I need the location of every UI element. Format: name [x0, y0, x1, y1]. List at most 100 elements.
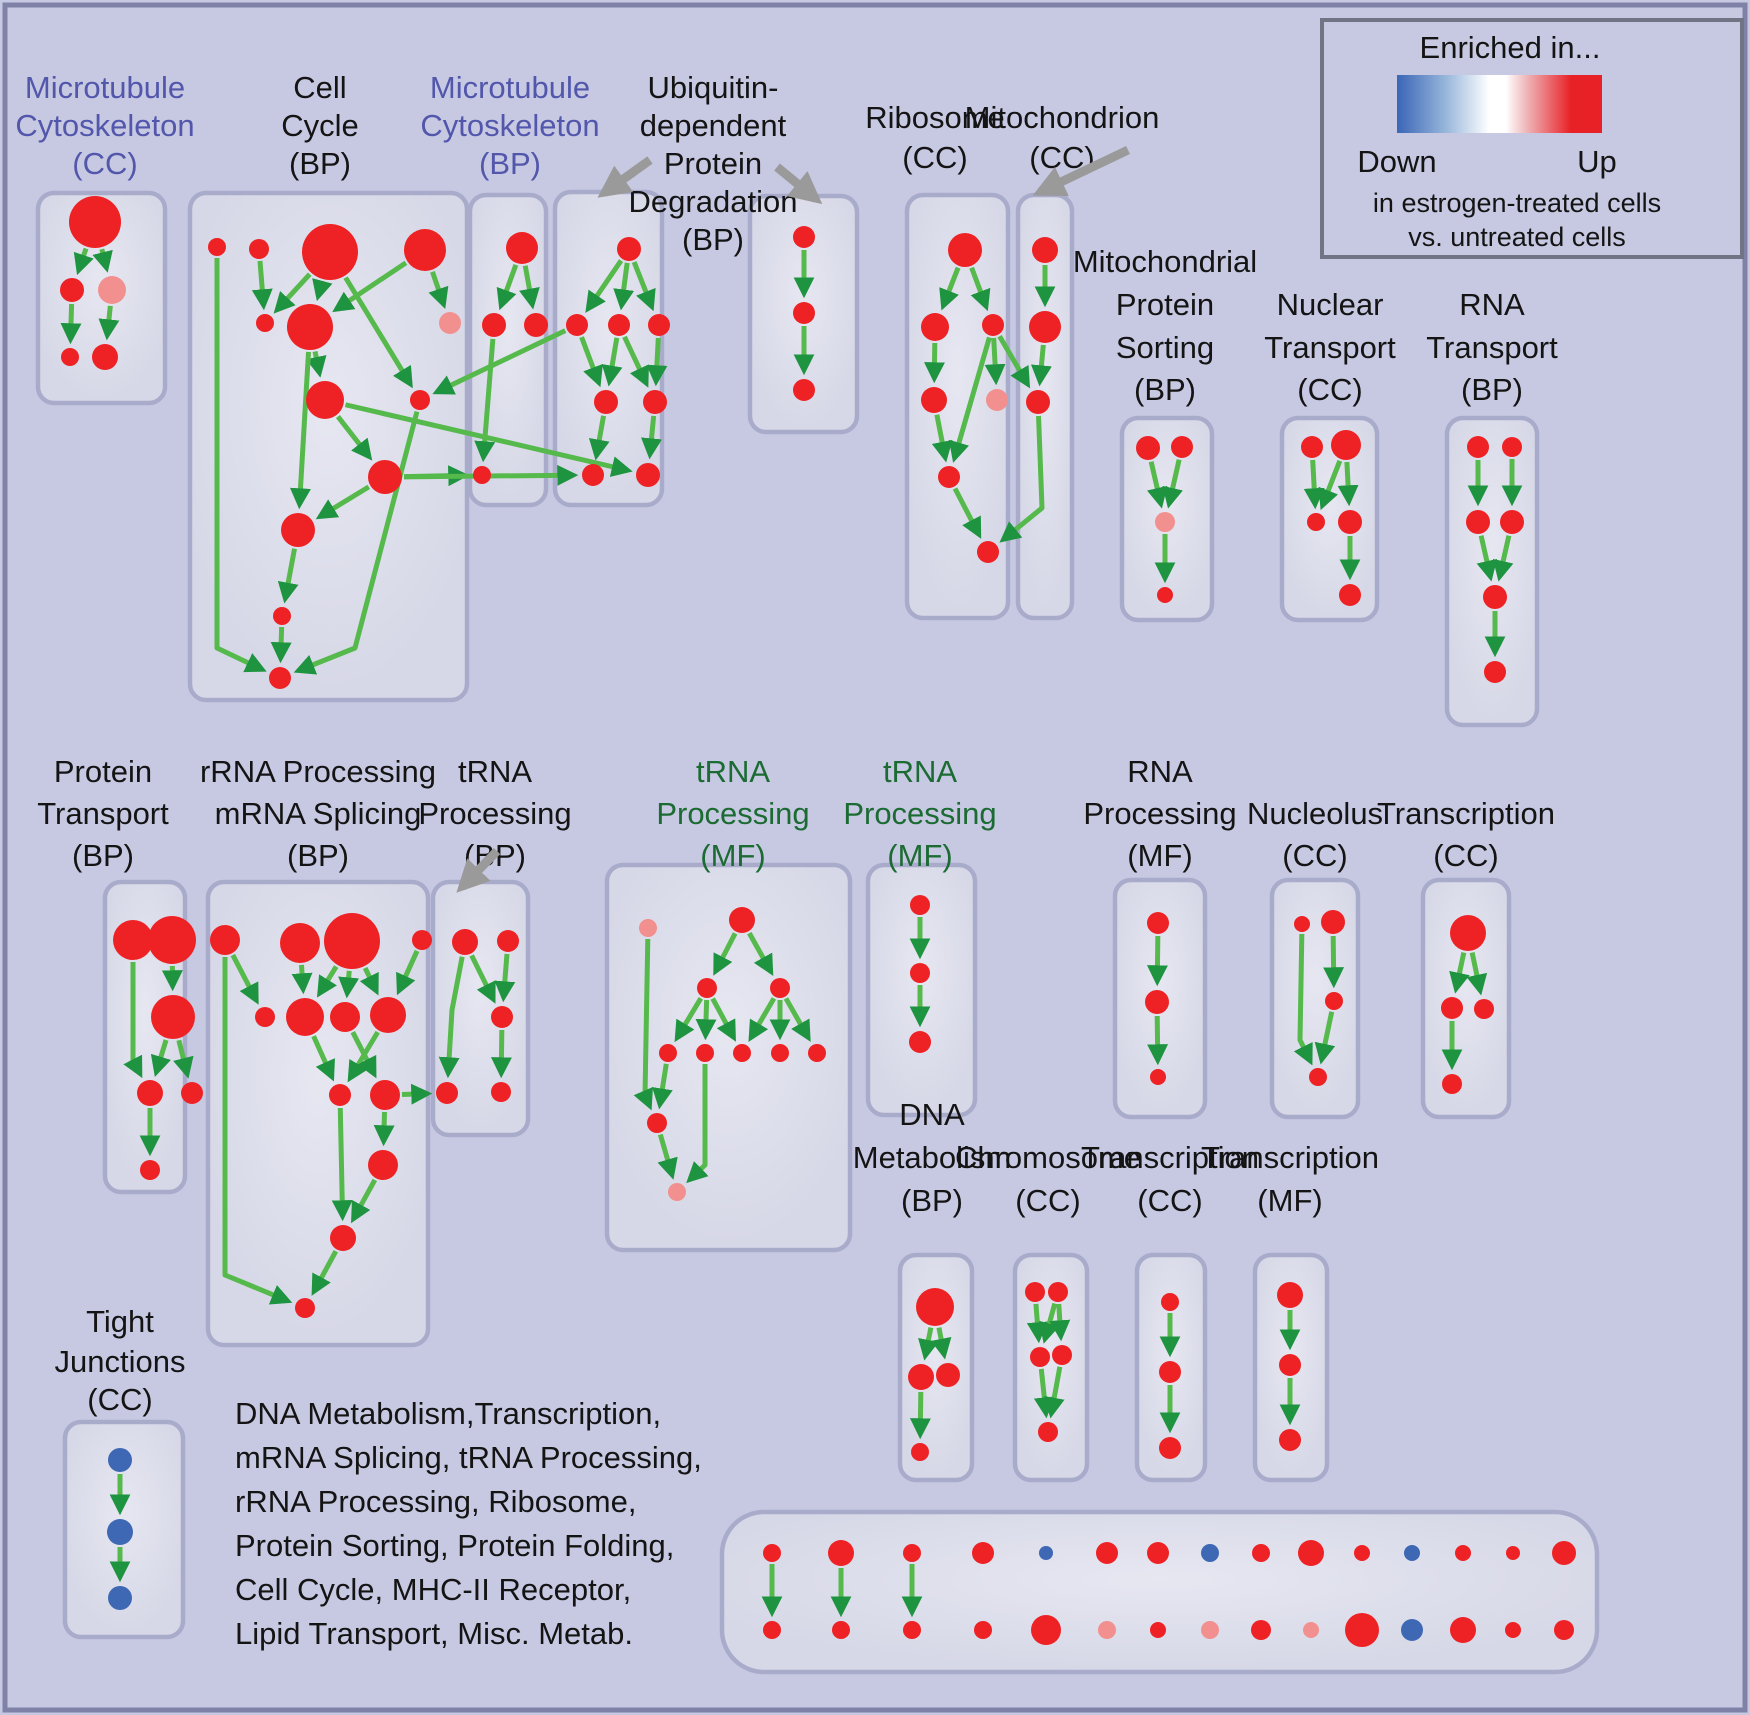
ubiq_b-node-v2 [793, 302, 815, 324]
trna_bp-pointer-arrow-0 [456, 847, 501, 893]
mt_bp-node-b4 [473, 466, 491, 484]
ubiq_b-label: Ubiquitin-dependent Protein Degradation (BP… [629, 70, 798, 257]
nucleolus-node-o2 [1321, 910, 1345, 934]
rna_trans-node-q5 [1483, 585, 1507, 609]
mt_bp-edge-m1-m2 [496, 264, 519, 311]
nucleolus-node-o1 [1294, 916, 1310, 932]
chromosome-node-c3 [1030, 1347, 1050, 1367]
rrna-edge-g1-g5 [230, 953, 259, 1005]
ubiq_b-pointer-arrow-0 [597, 156, 653, 198]
misc_box-node-b15 [1554, 1620, 1574, 1640]
trna_mf_a-edge-f3-f6 [695, 999, 717, 1041]
misc_box-node-a12 [1404, 1545, 1420, 1561]
ubiq_a-edge-u2-u5 [579, 336, 603, 388]
ubiq_a-node-u2 [566, 314, 588, 336]
trans_mf-node-y3 [1279, 1429, 1301, 1451]
rrna-node-g2 [280, 923, 320, 963]
ubiq_a-edge-u1-u2 [585, 259, 624, 313]
trna_mf_a-node-f8 [771, 1044, 789, 1062]
misc_box-node-a14 [1506, 1546, 1520, 1560]
misc_box-node-b5 [1031, 1615, 1061, 1645]
trna_mf_a-node-f9 [808, 1044, 826, 1062]
prot_trans-label: Protein Transport (BP) [37, 754, 169, 873]
mt_cc-label: Microtubule Cytoskeleton (CC) [15, 70, 194, 181]
rrna-edge-g9-g12 [331, 1107, 353, 1222]
misc_box-node-b10 [1303, 1622, 1319, 1638]
cell_cycle-node-n7 [439, 312, 461, 334]
ubiq_a-edge-u4-u6 [646, 337, 668, 387]
prot_trans-edge-p3-p5 [173, 1039, 194, 1079]
prot_trans-node-p2 [148, 916, 196, 964]
dna_met-edge-d1-d2 [918, 1327, 939, 1361]
misc_box-node-a8 [1201, 1544, 1219, 1562]
trna_mf_a-node-f7 [733, 1044, 751, 1062]
prot_trans-node-p3 [151, 995, 195, 1039]
misc_box-node-a15 [1552, 1541, 1576, 1565]
trna_mf_a-node-f6 [696, 1044, 714, 1062]
trna_mf_b-label: tRNA Processing (MF) [843, 754, 996, 873]
ribosome-edge-r1-r3 [969, 266, 991, 312]
mt_cc-node-d [61, 348, 79, 366]
mt_cc-edge-a-b [73, 247, 94, 276]
mt_bp-edge-m1-m3 [519, 265, 540, 310]
nuc_trans-node-t3 [1307, 513, 1325, 531]
trna_mf_a-node-f10 [647, 1113, 667, 1133]
ribosome-edge-r1-r2 [939, 266, 961, 311]
chromosome-box [1012, 1252, 1090, 1483]
mt_cc-node-c [98, 276, 126, 304]
chromosome-edge-c1-c3 [1026, 1303, 1048, 1344]
ubiq_a-node-u4 [648, 314, 670, 336]
misc_box-node-b12 [1401, 1619, 1423, 1641]
nuc_trans-node-t1 [1301, 436, 1323, 458]
trna_mf_a-node-f5 [659, 1044, 677, 1062]
cell_cycle-node-n10 [368, 460, 402, 494]
rrna-node-g10 [370, 1080, 400, 1110]
rna_proc-node-k2 [1145, 990, 1169, 1014]
dna_met-node-d1 [916, 1288, 954, 1326]
trans_cc_bot-node-x3 [1159, 1437, 1181, 1459]
rrna-edge-g10-g11 [373, 1111, 395, 1147]
ubiq_a-edge-u3-u5 [601, 337, 623, 387]
rna_proc-node-k1 [1147, 912, 1169, 934]
trna_mf_a-node-f4 [770, 978, 790, 998]
rna_proc-label: RNA Processing (MF) [1083, 754, 1236, 873]
trna_mf_a-node-f2 [729, 907, 755, 933]
ribosome-edge-r6-r7 [952, 487, 982, 539]
legend-caption-line1: in estrogen-treated cells [1373, 188, 1661, 218]
cell_cycle-node-n13 [269, 667, 291, 689]
mito-node-h3 [1026, 390, 1050, 414]
misc_box-node-b6 [1098, 1621, 1116, 1639]
trna_mf_a-edge-f5-f10 [652, 1063, 673, 1110]
dna_met-edge-d1-d3 [930, 1327, 952, 1360]
misc_box-node-a5 [1039, 1546, 1053, 1560]
chromosome-edge-c2-c4 [1049, 1303, 1071, 1342]
ribosome-node-r2 [921, 313, 949, 341]
cell_cycle-node-n6 [287, 304, 333, 350]
misc_box-node-a11 [1354, 1545, 1370, 1561]
trans_cc_mid-label: Transcription (CC) [1377, 796, 1555, 873]
trans_cc_mid-edge-w1-w3 [1466, 952, 1488, 996]
ribosome-edge-r3-r6 [948, 336, 992, 463]
cell_cycle-node-n2 [249, 239, 269, 259]
mt_bp-node-m2 [482, 313, 506, 337]
tight_j-label: Tight Junctions (CC) [55, 1304, 186, 1417]
cell_cycle-edge-n6-n11 [289, 351, 312, 510]
legend-caption-line2: vs. untreated cells [1408, 222, 1626, 252]
tight_j-node-j2 [107, 1519, 133, 1545]
trna_mf_a-edge-f10-f11 [657, 1133, 678, 1180]
tight_j-node-j1 [108, 1448, 132, 1472]
cell_cycle-edge-n8-n10 [335, 415, 373, 461]
ubiq_a-edge-u1-u3 [613, 262, 635, 311]
rrna-edge-g2-g6 [291, 964, 313, 995]
rrna-edge-g3-g7 [338, 970, 360, 999]
trna_bp-edge-tb3-tb5 [490, 1029, 512, 1079]
trna_bp-node-tb1 [452, 929, 478, 955]
trans_cc_bot-node-x2 [1159, 1361, 1181, 1383]
rrna-node-g4 [412, 930, 432, 950]
misc_box-node-a9 [1252, 1544, 1270, 1562]
mito_sort-node-s2 [1171, 436, 1193, 458]
legend: Enriched in... Down Up in estrogen-treated … [1320, 18, 1744, 259]
ribosome-node-r6 [938, 466, 960, 488]
